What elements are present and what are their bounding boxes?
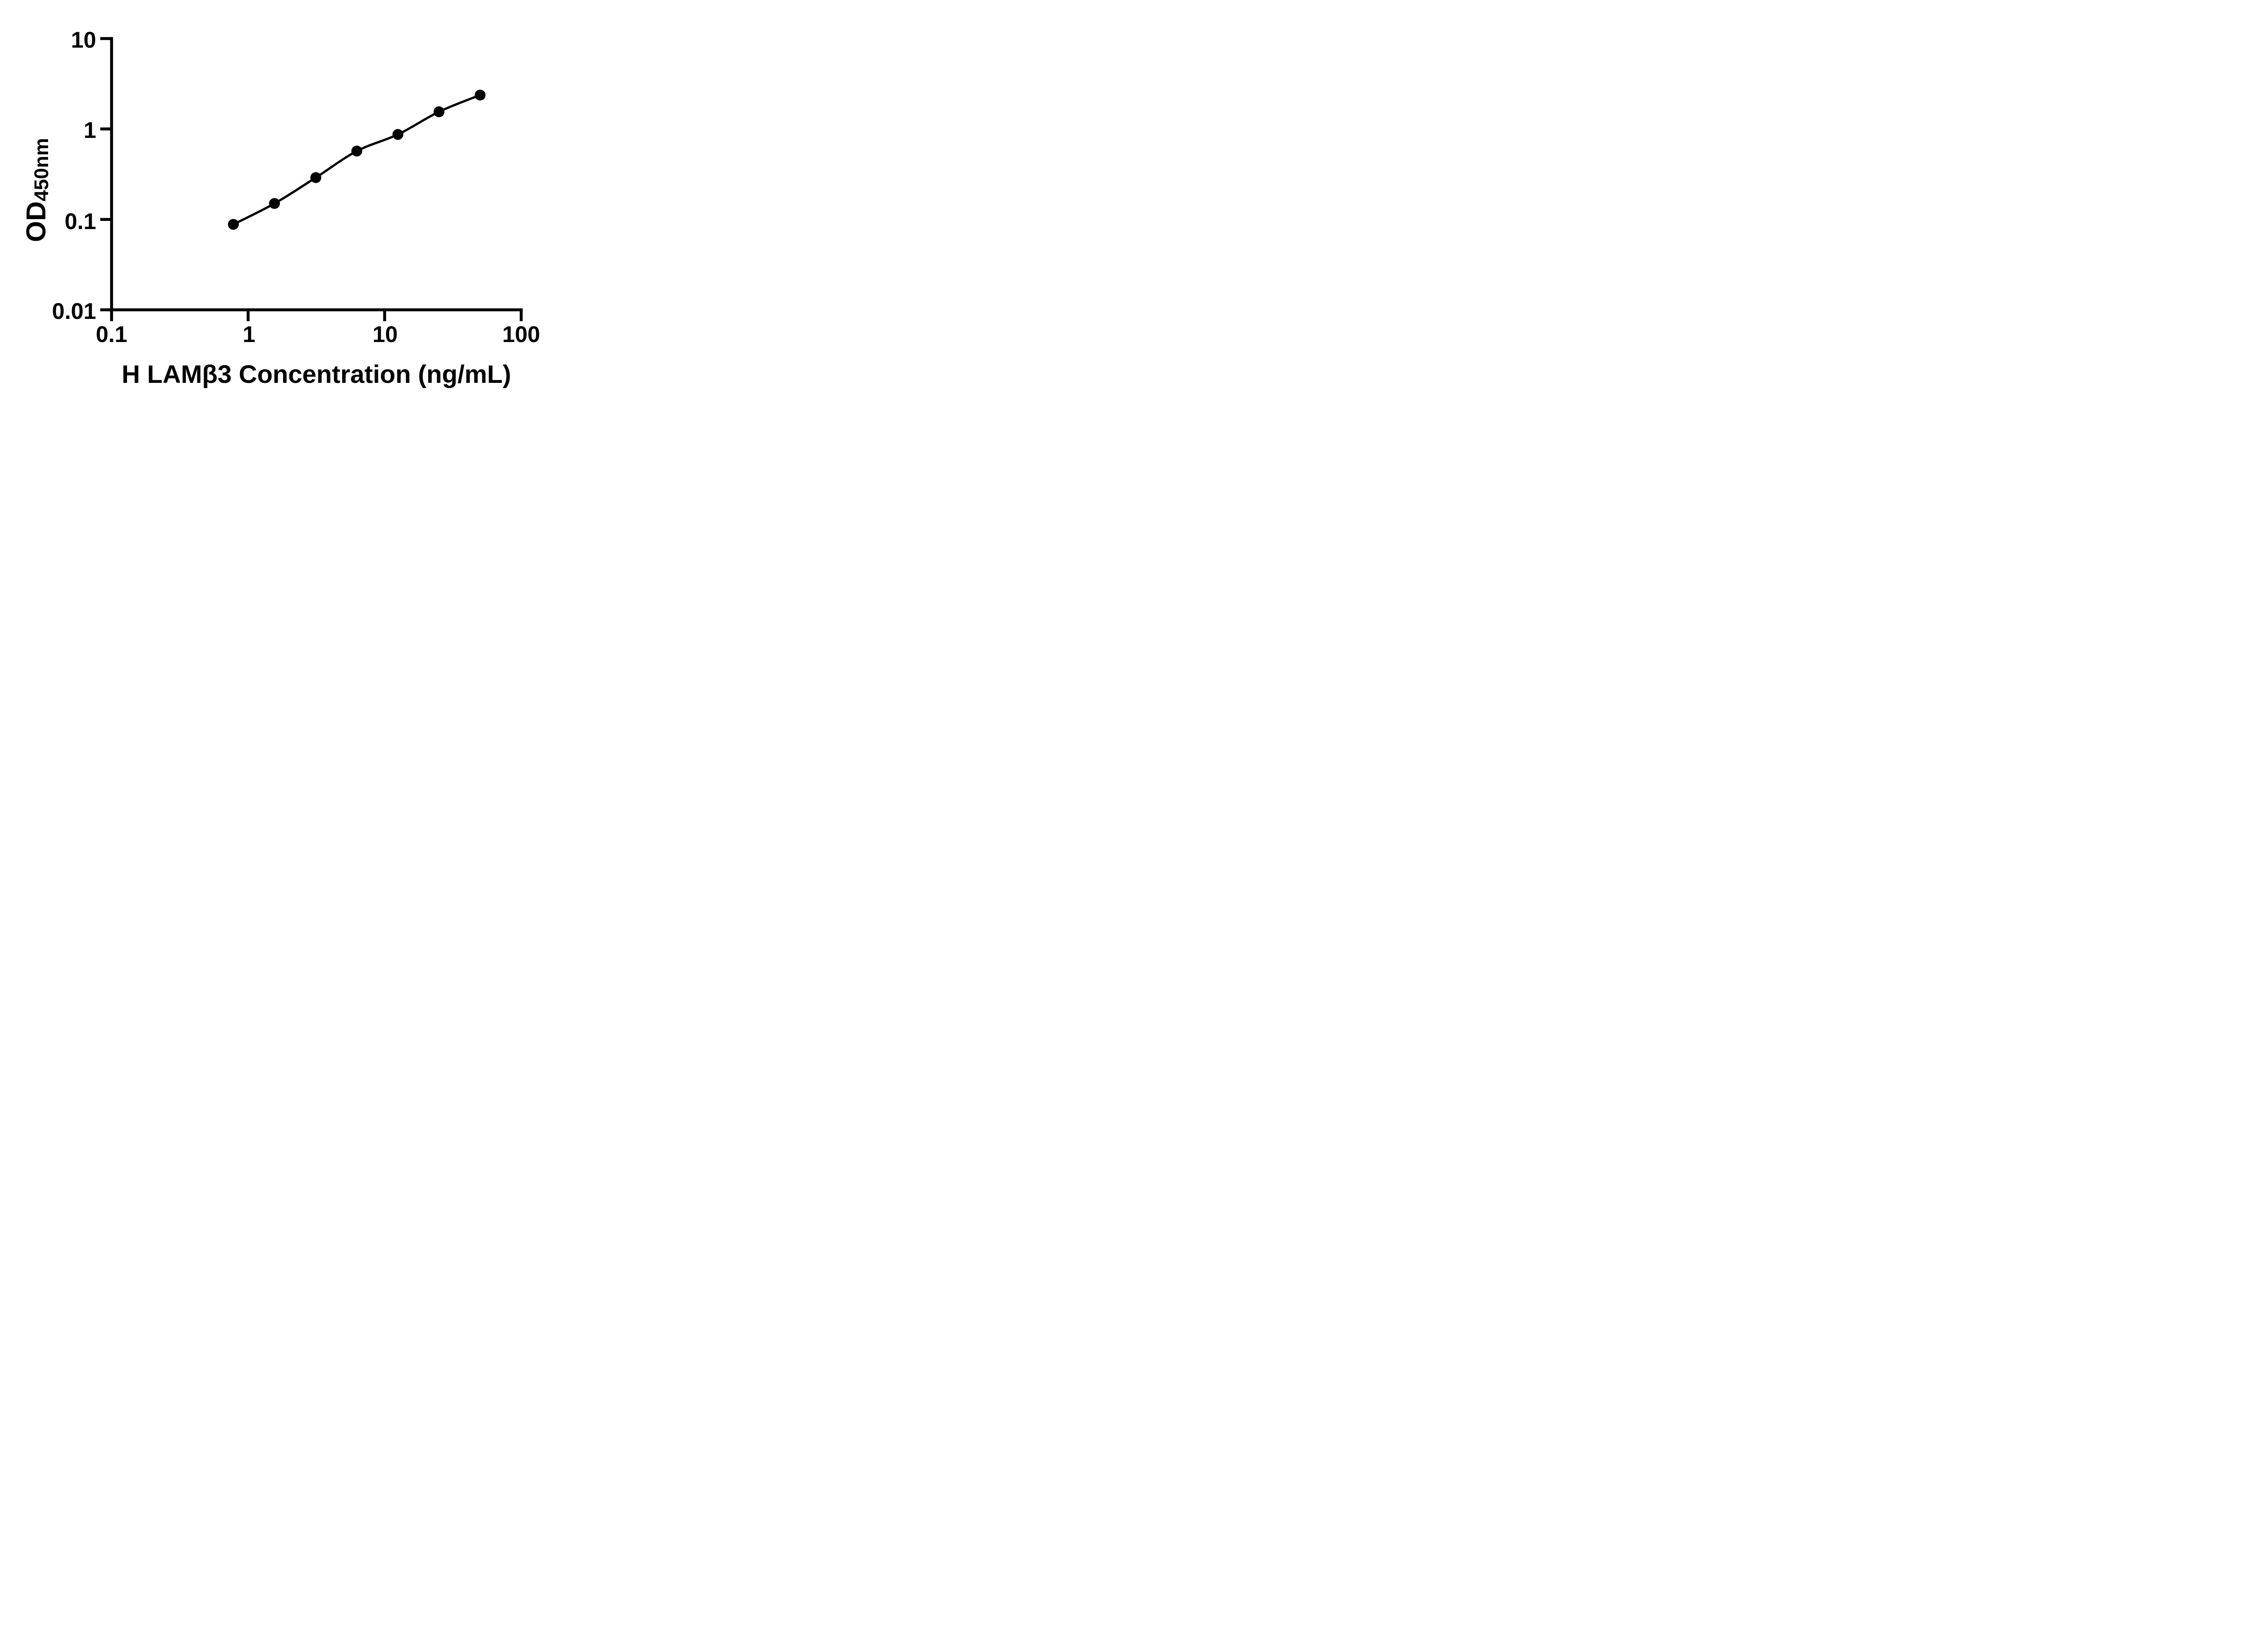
x-axis-title: H LAMβ3 Concentration (ng/mL): [122, 360, 511, 388]
y-tick-label-10: 10: [71, 27, 96, 53]
y-tick-label-0.1: 0.1: [64, 209, 96, 234]
data-point-marker: [228, 219, 239, 230]
y-tick-label-0.01: 0.01: [52, 298, 96, 324]
data-point-marker: [433, 106, 445, 117]
x-tick-label-1: 1: [243, 322, 255, 347]
x-tick-label-100: 100: [502, 322, 540, 347]
data-point-marker: [392, 129, 404, 140]
elisa-standard-curve-figure: 10 1 0.1 0.01 0.1 1 10 100 H LAMβ3 Conce…: [0, 0, 583, 408]
data-point-marker: [351, 146, 362, 156]
x-tick-label-0.1: 0.1: [96, 322, 127, 347]
standard-curve-plot: [100, 37, 523, 321]
data-point-marker: [269, 198, 280, 209]
x-tick-label-10: 10: [372, 322, 398, 347]
y-tick-label-1: 1: [83, 117, 96, 143]
y-axis-title-subscript: 450nm: [30, 138, 53, 201]
y-axis-title: OD450nm: [18, 77, 54, 303]
data-point-marker: [310, 172, 322, 183]
y-axis-title-main: OD: [21, 201, 51, 242]
data-point-marker: [474, 89, 486, 101]
